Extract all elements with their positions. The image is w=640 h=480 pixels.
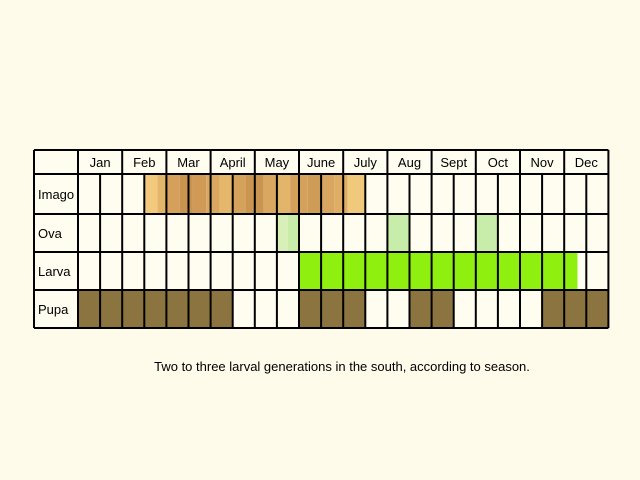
bar-larva-0: [299, 252, 578, 290]
row-label-imago: Imago: [38, 187, 74, 202]
chart-caption: Two to three larval generations in the s…: [154, 359, 530, 374]
bar-imago-7: [232, 174, 246, 214]
bar-ova-2: [387, 214, 410, 252]
month-label: April: [220, 155, 246, 170]
bar-imago-2: [166, 174, 180, 214]
month-label: Oct: [488, 155, 509, 170]
month-label: Aug: [398, 155, 421, 170]
month-label: Mar: [177, 155, 200, 170]
bar-imago-5: [206, 174, 220, 214]
row-label-ova: Ova: [38, 226, 63, 241]
bar-imago-3: [179, 174, 193, 214]
bar-ova-3: [475, 214, 498, 252]
month-label: Jan: [90, 155, 111, 170]
row-label-larva: Larva: [38, 264, 71, 279]
month-label: Feb: [133, 155, 155, 170]
bar-pupa-1: [299, 290, 366, 328]
month-label: July: [354, 155, 378, 170]
bar-pupa-3: [542, 290, 609, 328]
month-label: Dec: [575, 155, 599, 170]
row-label-pupa: Pupa: [38, 302, 69, 317]
bar-imago-6: [219, 174, 233, 214]
bar-imago-14: [334, 174, 348, 214]
bar-imago-4: [192, 174, 207, 214]
bar-imago-0: [144, 174, 158, 214]
bar-imago-12: [307, 174, 322, 214]
bar-ova-0: [276, 214, 288, 252]
month-label: Nov: [531, 155, 555, 170]
month-label: May: [265, 155, 290, 170]
bar-imago-9: [263, 174, 277, 214]
bar-imago-13: [321, 174, 335, 214]
bar-imago-15: [347, 174, 366, 214]
bar-imago-1: [157, 174, 167, 214]
month-label: Sept: [440, 155, 467, 170]
bar-ova-1: [287, 214, 299, 252]
bar-imago-10: [276, 174, 291, 214]
month-label: June: [307, 155, 335, 170]
bar-pupa-0: [78, 290, 233, 328]
